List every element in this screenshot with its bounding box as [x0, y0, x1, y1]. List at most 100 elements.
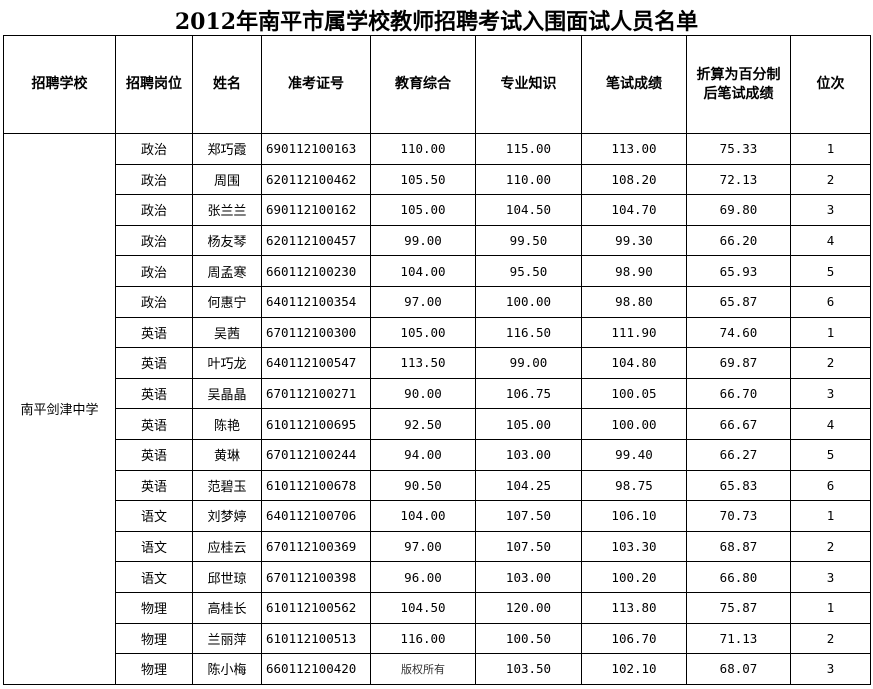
table-row: 政治 杨友琴 620112100457 99.00 99.50 99.30 66.20 4	[4, 224, 871, 257]
table-cell: 75.87	[686, 591, 791, 624]
table-cell: 邱世琼	[192, 561, 262, 593]
column-header: 位次	[790, 35, 871, 134]
table-cell: 620112100462	[261, 163, 371, 196]
table-cell: 100.00	[581, 408, 687, 440]
table-cell: 98.90	[581, 255, 687, 287]
table-row: 英语 黄琳 670112100244 94.00 103.00 99.40 66.27 5	[4, 438, 871, 471]
table-cell: 105.00	[475, 408, 582, 440]
table-cell: 5	[790, 438, 871, 471]
table-cell: 97.00	[370, 285, 476, 318]
table-cell: 97.00	[370, 530, 476, 563]
table-cell: 兰丽萍	[192, 622, 262, 655]
table-cell: 99.40	[581, 438, 687, 471]
table-cell: 语文	[115, 500, 193, 532]
table-cell: 周孟寒	[192, 255, 262, 287]
table-cell: 物理	[115, 591, 193, 624]
table-cell: 100.50	[475, 622, 582, 655]
table-cell: 104.50	[370, 591, 476, 624]
table-cell: 92.50	[370, 408, 476, 440]
table-cell: 104.00	[370, 500, 476, 532]
page-title: 2012年南平市属学校教师招聘考试入围面试人员名单	[174, 9, 699, 35]
table-cell: 刘梦婷	[192, 500, 262, 532]
table-cell: 吴茜	[192, 316, 262, 349]
table-cell: 英语	[115, 469, 193, 502]
table-cell: 120.00	[475, 591, 582, 624]
table-row: 政治 周孟寒 660112100230 104.00 95.50 98.90 65.93 5	[4, 255, 871, 287]
table-cell: 2	[790, 163, 871, 196]
table-cell: 应桂云	[192, 530, 262, 563]
table-cell: 英语	[115, 316, 193, 349]
table-cell: 660112100230	[261, 255, 371, 287]
table-cell: 100.20	[581, 561, 687, 593]
table-cell: 66.67	[686, 408, 791, 440]
table-cell: 103.30	[581, 530, 687, 563]
table-cell: 690112100163	[261, 133, 371, 165]
column-header: 专业知识	[475, 35, 582, 134]
table-cell: 115.00	[475, 133, 582, 165]
table-cell: 陈艳	[192, 408, 262, 440]
table-cell: 3	[790, 377, 871, 410]
table-row: 政治 周围 620112100462 105.50 110.00 108.20 72.13 2	[4, 163, 871, 196]
table-cell: 670112100244	[261, 438, 371, 471]
table-cell: 政治	[115, 194, 193, 226]
table-cell: 113.00	[581, 133, 687, 165]
table-cell: 610112100513	[261, 622, 371, 655]
table-cell: 70.73	[686, 500, 791, 532]
table-cell: 640112100354	[261, 285, 371, 318]
table-cell: 104.00	[370, 255, 476, 287]
table-cell: 政治	[115, 224, 193, 257]
table-cell: 杨友琴	[192, 224, 262, 257]
table-row: 物理 兰丽萍 610112100513 116.00 100.50 106.70 71.13…	[4, 622, 871, 655]
table-cell: 政治	[115, 133, 193, 165]
table-cell: 范碧玉	[192, 469, 262, 502]
table-cell: 99.00	[475, 347, 582, 379]
table-cell: 96.00	[370, 561, 476, 593]
table-cell: 610112100695	[261, 408, 371, 440]
table-cell: 74.60	[686, 316, 791, 349]
table-row: 英语 吴茜 670112100300 105.00 116.50 111.90 74.60 1	[4, 316, 871, 349]
table-cell: 1	[790, 133, 871, 165]
table-cell: 107.50	[475, 530, 582, 563]
table-cell: 3	[790, 561, 871, 593]
table-cell: 102.10	[581, 653, 687, 685]
table-cell: 3	[790, 653, 871, 685]
table-cell: 103.00	[475, 561, 582, 593]
column-header: 招聘岗位	[115, 35, 193, 134]
table-cell: 72.13	[686, 163, 791, 196]
table-cell: 113.50	[370, 347, 476, 379]
table-cell: 4	[790, 224, 871, 257]
table-row: 政治 张兰兰 690112100162 105.00 104.50 104.70 69.80…	[4, 194, 871, 226]
table-cell: 90.00	[370, 377, 476, 410]
table-cell: 99.50	[475, 224, 582, 257]
table-row: 英语 范碧玉 610112100678 90.50 104.25 98.75 65.83 6	[4, 469, 871, 502]
table-cell: 105.50	[370, 163, 476, 196]
table-cell: 620112100457	[261, 224, 371, 257]
table-cell: 吴晶晶	[192, 377, 262, 410]
table-cell: 政治	[115, 285, 193, 318]
table-cell: 640112100706	[261, 500, 371, 532]
table-cell: 610112100678	[261, 469, 371, 502]
table-cell: 66.70	[686, 377, 791, 410]
table-cell: 语文	[115, 561, 193, 593]
table-cell: 黄琳	[192, 438, 262, 471]
table-cell: 英语	[115, 408, 193, 440]
table-cell: 69.80	[686, 194, 791, 226]
table-cell: 政治	[115, 255, 193, 287]
table-cell: 103.50	[475, 653, 582, 685]
table-cell: 108.20	[581, 163, 687, 196]
table-cell: 94.00	[370, 438, 476, 471]
table-cell: 英语	[115, 377, 193, 410]
table-cell: 英语	[115, 347, 193, 379]
column-header: 教育综合	[370, 35, 476, 134]
table-cell: 104.80	[581, 347, 687, 379]
table-cell: 98.80	[581, 285, 687, 318]
table-cell: 670112100271	[261, 377, 371, 410]
table-cell: 110.00	[475, 163, 582, 196]
column-header: 折算为百分制后笔试成绩	[686, 35, 791, 134]
table-cell: 英语	[115, 438, 193, 471]
table-cell: 104.50	[475, 194, 582, 226]
table-cell: 何惠宁	[192, 285, 262, 318]
table-cell: 语文	[115, 530, 193, 563]
table-cell: 104.25	[475, 469, 582, 502]
table-cell: 版权所有	[370, 653, 476, 685]
